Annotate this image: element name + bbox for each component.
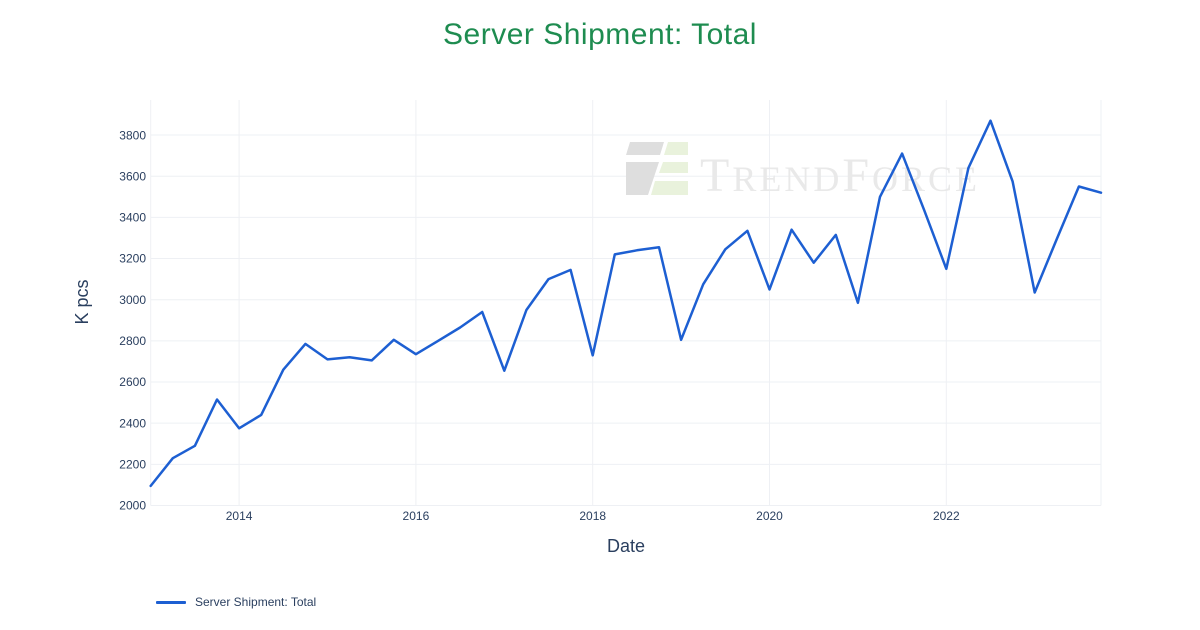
y-tick-label: 3000 <box>119 293 146 307</box>
y-tick-label: 2800 <box>119 334 146 348</box>
y-tick-label: 2600 <box>119 375 146 389</box>
series-group <box>149 119 1103 488</box>
x-axis-title: Date <box>607 536 645 556</box>
logo-green-body-lower <box>651 181 688 195</box>
legend-item[interactable]: Server Shipment: Total <box>156 595 316 609</box>
watermark-letter-f: F <box>842 149 872 202</box>
y-axis-title: K pcs <box>72 279 92 324</box>
trendforce-logo-icon <box>626 142 688 195</box>
x-tick-label: 2018 <box>579 509 606 523</box>
logo-gray-body <box>626 162 659 195</box>
y-tick-label: 3600 <box>119 169 146 183</box>
y-tick-label: 3400 <box>119 211 146 225</box>
x-tick-label: 2014 <box>226 509 253 523</box>
chart-title: Server Shipment: Total <box>443 18 757 51</box>
y-tick-label: 2400 <box>119 416 146 430</box>
x-tick-label: 2020 <box>756 509 783 523</box>
plot-area[interactable] <box>150 100 1101 506</box>
x-tick-label: 2022 <box>933 509 960 523</box>
y-tick-label: 3800 <box>119 128 146 142</box>
x-tick-label: 2016 <box>403 509 430 523</box>
watermark-rend: REND <box>732 159 842 199</box>
watermark-letter-t: T <box>700 149 732 202</box>
legend-line-swatch <box>156 600 186 604</box>
gridlines <box>150 100 1102 506</box>
axis-tick-labels: 2000 2200 2400 2600 2800 3000 3200 3400 3600 3800… <box>119 128 960 523</box>
logo-green-body-upper <box>659 162 688 173</box>
series-line-server-shipment-total[interactable] <box>149 119 1103 488</box>
legend-label: Server Shipment: Total <box>195 595 317 609</box>
y-tick-label: 3200 <box>119 252 146 266</box>
y-tick-label: 2000 <box>119 499 146 513</box>
y-tick-label: 2200 <box>119 458 146 472</box>
logo-green-top <box>664 142 688 155</box>
logo-gray-top <box>626 142 664 155</box>
